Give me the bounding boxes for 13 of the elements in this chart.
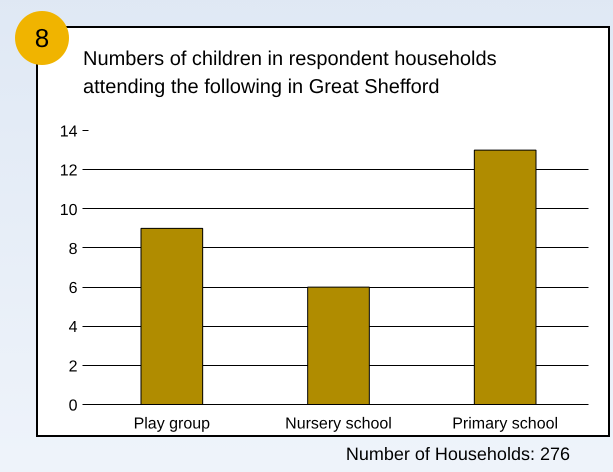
y-tick-label: 4: [68, 319, 78, 336]
chart-title: Numbers of children in respondent households attending the following in Great Shefford: [83, 47, 498, 100]
x-tick-label: Primary school: [452, 416, 558, 432]
text: Number of Households: 276: [344, 443, 570, 466]
y-tick-label: 12: [60, 162, 78, 180]
y-tick-label: 6: [68, 280, 78, 298]
x-tick-label: Play group: [134, 416, 210, 432]
y-tick-label: 14: [60, 124, 78, 140]
y-tick-label: 0: [68, 398, 78, 414]
y-tick-label: 2: [68, 358, 78, 376]
y-tick-label: 8: [68, 240, 78, 258]
y-tick-label: 10: [60, 202, 78, 219]
x-tick-label: Nursery school: [285, 416, 392, 432]
